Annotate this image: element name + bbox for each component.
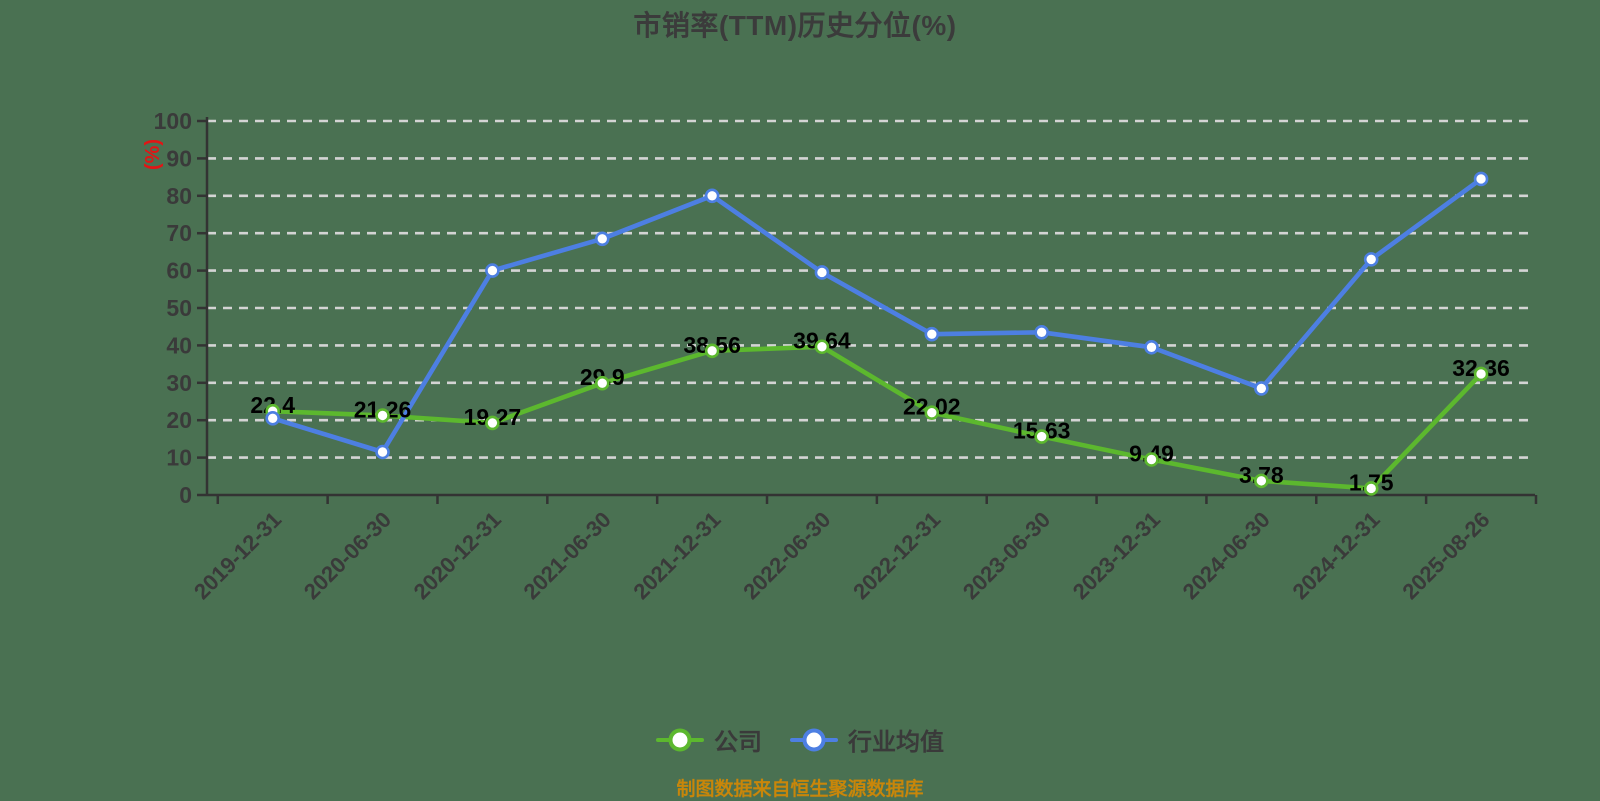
x-axis-label: 2024-12-31: [1287, 507, 1384, 604]
company-legend-dot-icon: [668, 728, 692, 751]
x-axis-label: 2024-06-30: [1178, 507, 1275, 604]
x-axis-label: 2019-12-31: [189, 507, 286, 604]
y-axis-tick-label: 60: [166, 258, 192, 284]
legend-item-company[interactable]: 公司: [656, 722, 762, 757]
industry-average-legend-marker: [790, 728, 838, 751]
x-axis-label: 2021-06-30: [519, 507, 616, 604]
industry-average-data-point-marker: [375, 444, 390, 460]
industry-average-data-point-marker: [924, 326, 940, 342]
company-data-point-marker: [594, 375, 610, 391]
company-data-point-marker: [1473, 366, 1489, 382]
y-axis-tick-label: 10: [166, 445, 192, 471]
industry-average-data-point-marker: [1034, 325, 1049, 340]
y-axis-tick-label: 90: [166, 145, 192, 171]
x-axis-label: 2023-12-31: [1068, 507, 1165, 604]
industry-average-data-point-marker: [1144, 339, 1159, 355]
x-axis-label: 2020-12-31: [409, 507, 506, 604]
chart-title: 市销率(TTM)历史分位(%): [633, 10, 957, 41]
x-axis-label: 2021-12-31: [628, 507, 725, 604]
industry-average-data-point-marker: [1473, 171, 1489, 187]
company-data-point-marker: [814, 339, 830, 355]
company-data-point-marker: [924, 405, 940, 420]
x-axis-label: 2025-08-26: [1397, 507, 1494, 604]
company-data-point-marker: [704, 343, 720, 359]
industry-average-data-point-marker: [265, 411, 281, 426]
company-data-point-marker: [375, 408, 390, 423]
industry-average-legend-label: 行业均值: [848, 729, 944, 756]
y-axis-tick-label: 70: [166, 220, 192, 246]
y-axis-tick-label: 20: [166, 407, 192, 433]
industry-average-data-point-marker: [485, 263, 500, 278]
company-line: [270, 344, 1484, 491]
data-source-note: 制图数据来自恒生聚源数据库: [676, 779, 924, 800]
legend-item-industry-average[interactable]: 行业均值: [790, 722, 944, 757]
industry-average-data-point-marker: [1254, 381, 1269, 396]
y-axis-tick-label: 40: [166, 332, 192, 358]
industry-average-data-point-marker: [814, 265, 830, 280]
industry-average-legend-dot-icon: [802, 728, 826, 751]
x-axis-label: 2022-06-30: [738, 507, 835, 604]
company-data-point-marker: [1254, 473, 1269, 489]
industry-average-data-point-marker: [1363, 252, 1379, 267]
chart-legend: 公司 行业均值: [0, 722, 1600, 757]
y-axis-tick-label: 0: [179, 482, 192, 508]
company-legend-marker: [656, 728, 704, 751]
industry-average-data-point-marker: [704, 188, 720, 204]
company-data-point-marker: [1034, 429, 1049, 444]
company-data-point-marker: [1144, 452, 1159, 467]
company-data-point-marker: [1363, 481, 1379, 496]
x-axis-label: 2022-12-31: [848, 507, 945, 604]
y-axis-tick-label: 100: [154, 108, 192, 134]
industry-average-data-point-marker: [594, 231, 610, 247]
company-legend-label: 公司: [714, 729, 762, 756]
y-axis-tick-label: 50: [166, 295, 192, 321]
y-axis-tick-label: 80: [166, 183, 192, 209]
y-axis-tick-label: 30: [166, 370, 192, 396]
x-axis-label: 2023-06-30: [958, 507, 1055, 604]
industry-average-line: [270, 176, 1484, 455]
x-axis-label: 2020-06-30: [299, 507, 396, 604]
company-data-point-marker: [485, 415, 500, 431]
